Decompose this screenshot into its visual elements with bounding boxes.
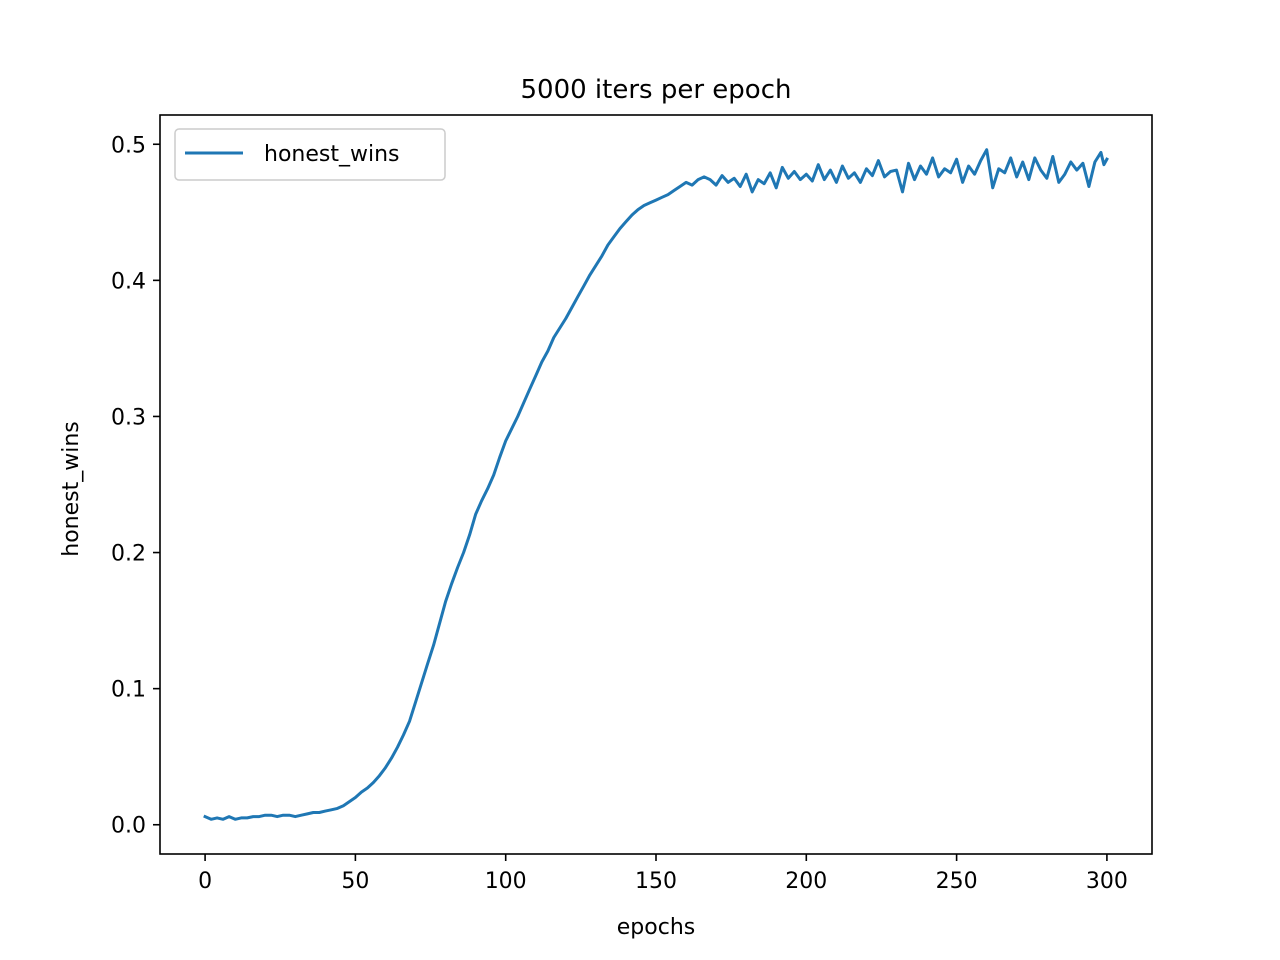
y-tick-label: 0.2 — [111, 542, 146, 567]
legend: honest_wins — [174, 128, 446, 181]
y-axis-ticks: 0.0 0.1 0.2 0.3 0.4 0.5 — [111, 133, 160, 839]
y-tick-label: 0.4 — [111, 269, 146, 294]
x-tick-label: 300 — [1086, 869, 1128, 894]
y-axis-title: honest_wins — [59, 421, 84, 556]
legend-label-honest-wins: honest_wins — [264, 142, 399, 167]
x-tick-label: 0 — [198, 869, 212, 894]
x-axis-title: epochs — [617, 915, 695, 940]
x-tick-label: 50 — [341, 869, 369, 894]
y-tick-label: 0.3 — [111, 405, 146, 430]
x-tick-label: 200 — [785, 869, 827, 894]
legend-box — [174, 128, 446, 181]
y-tick-label: 0.5 — [111, 133, 146, 158]
x-tick-label: 250 — [936, 869, 978, 894]
y-tick-label: 0.1 — [111, 678, 146, 703]
plot-frame — [159, 114, 1153, 855]
chart-title: 5000 iters per epoch — [521, 75, 792, 105]
series-layer — [203, 148, 1109, 821]
plot-area — [159, 114, 1153, 855]
x-tick-label: 100 — [485, 869, 527, 894]
x-tick-label: 150 — [635, 869, 677, 894]
x-axis-ticks: 0 50 100 150 200 250 300 — [198, 854, 1128, 894]
y-tick-label: 0.0 — [111, 814, 146, 839]
series-line-honest-wins — [203, 148, 1109, 821]
